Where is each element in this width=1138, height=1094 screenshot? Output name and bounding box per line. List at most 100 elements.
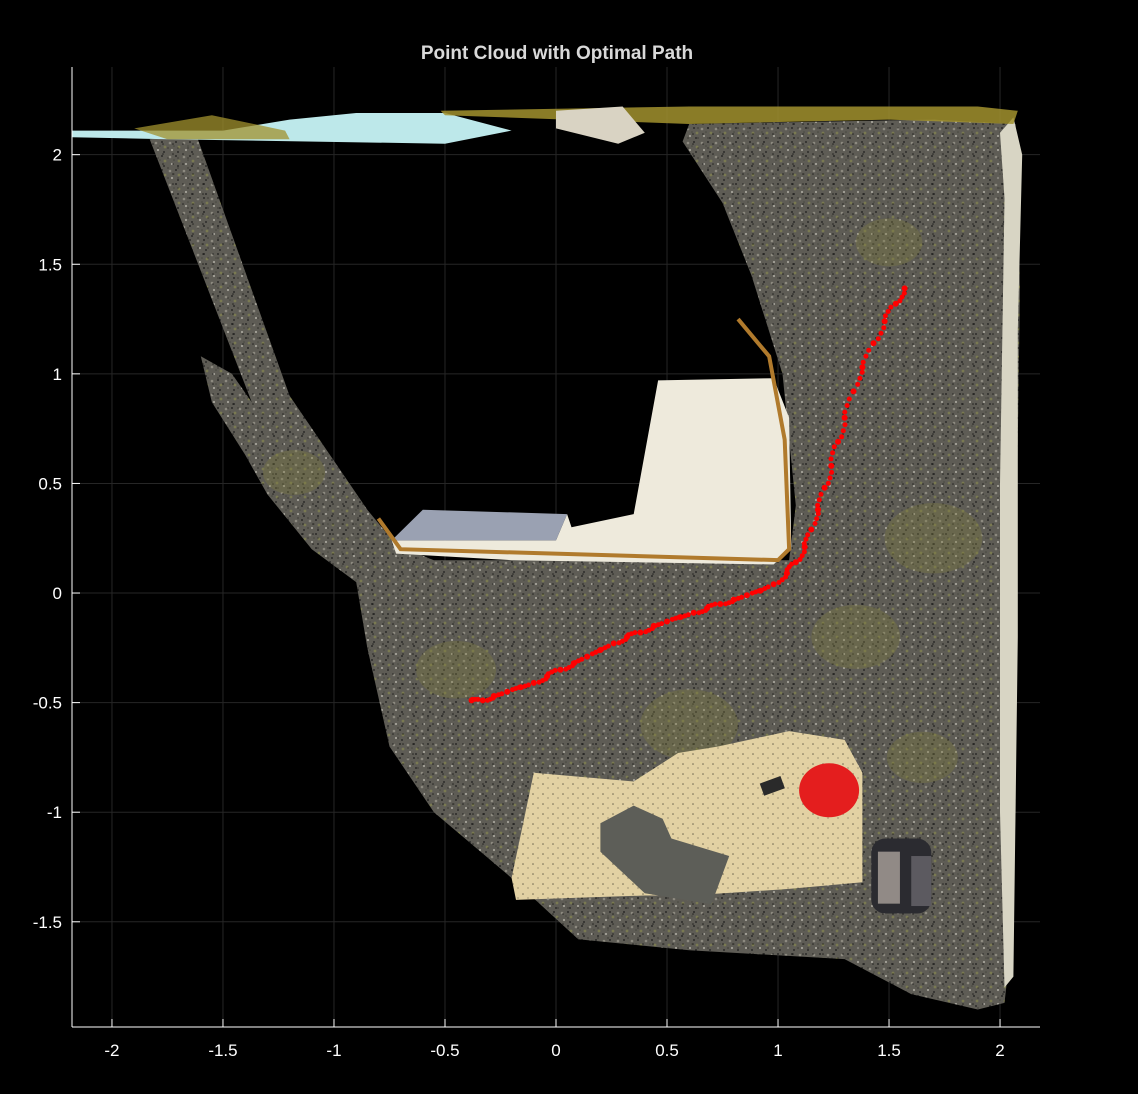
path-point xyxy=(899,294,905,300)
path-point xyxy=(885,309,891,314)
path-point xyxy=(557,666,564,673)
path-point xyxy=(664,618,670,625)
storage-box xyxy=(391,378,792,565)
path-point xyxy=(825,480,831,486)
path-point xyxy=(475,696,481,702)
path-point xyxy=(901,290,907,296)
x-axis-ticks: -2 -1.5 -1 -0.5 0 0.5 1 1.5 2 xyxy=(104,1019,1005,1060)
lichen-patch xyxy=(886,731,958,784)
path-point xyxy=(827,475,833,481)
path-point xyxy=(818,491,824,497)
x-tick-label: -1.5 xyxy=(208,1041,237,1060)
top-edge-left xyxy=(134,115,290,140)
path-point xyxy=(881,318,888,325)
top-edge-object xyxy=(556,106,645,144)
path-point xyxy=(814,516,820,522)
path-point xyxy=(632,630,638,636)
path-point xyxy=(739,594,745,600)
path-point xyxy=(801,541,807,547)
x-tick-label: 0 xyxy=(551,1041,560,1060)
path-point xyxy=(881,325,887,331)
y-tick-label: 0.5 xyxy=(38,474,62,493)
path-point xyxy=(842,422,848,428)
path-point xyxy=(859,364,866,371)
y-tick-label: -0.5 xyxy=(33,694,62,713)
floor-sign xyxy=(600,805,730,905)
path-point xyxy=(844,403,850,408)
path-point xyxy=(878,330,884,336)
path-point xyxy=(637,629,644,636)
x-tick-label: -2 xyxy=(104,1041,119,1060)
path-point xyxy=(792,559,799,566)
path-point xyxy=(831,444,837,450)
path-point xyxy=(875,336,881,342)
path-point xyxy=(882,313,888,319)
path-point xyxy=(888,304,894,310)
path-point xyxy=(743,592,750,599)
lichen-patch xyxy=(640,689,739,760)
path-point xyxy=(805,532,811,538)
path-point xyxy=(808,526,815,533)
path-point xyxy=(610,640,617,647)
optimal-path-series xyxy=(468,285,908,704)
path-point xyxy=(789,561,795,567)
path-point xyxy=(579,656,585,662)
path-point xyxy=(866,347,872,353)
path-point xyxy=(841,414,848,421)
x-tick-label: 1.5 xyxy=(877,1041,901,1060)
path-point xyxy=(870,340,877,347)
y-axis-ticks: -1.5 -1 -0.5 0 0.5 1 1.5 2 xyxy=(33,146,80,932)
path-point xyxy=(840,428,846,434)
path-point xyxy=(712,601,718,607)
path-point xyxy=(530,679,537,686)
path-point xyxy=(803,536,809,542)
path-point xyxy=(504,688,511,695)
path-point xyxy=(770,581,777,588)
helmet xyxy=(799,763,860,818)
y-tick-label: 2 xyxy=(53,146,62,165)
path-point xyxy=(797,557,803,562)
x-tick-label: 0.5 xyxy=(655,1041,679,1060)
cinder-block-face xyxy=(911,856,932,907)
path-point xyxy=(799,553,805,559)
path-point xyxy=(815,506,821,513)
lichen-patch xyxy=(855,218,923,267)
y-tick-label: 0 xyxy=(53,584,62,603)
path-point xyxy=(659,621,665,627)
path-point xyxy=(812,521,818,526)
path-point xyxy=(859,369,865,375)
path-point xyxy=(855,381,861,387)
path-point xyxy=(897,298,903,304)
path-point xyxy=(801,549,807,555)
path-point xyxy=(892,300,899,307)
lichen-patch xyxy=(811,604,901,669)
path-point xyxy=(857,375,863,381)
small-device xyxy=(759,776,785,796)
path-point xyxy=(779,577,785,583)
path-point xyxy=(816,497,822,503)
water-band xyxy=(72,113,512,144)
chart-title: Point Cloud with Optimal Path xyxy=(421,43,693,64)
x-tick-label: -0.5 xyxy=(430,1041,459,1060)
path-point xyxy=(842,409,848,415)
path-point xyxy=(835,438,841,445)
path-point xyxy=(584,653,591,660)
path-point xyxy=(499,691,505,697)
path-point xyxy=(839,434,845,440)
path-point xyxy=(765,584,771,590)
lichen-patch xyxy=(262,450,326,495)
path-point xyxy=(828,462,835,469)
path-point xyxy=(479,697,486,704)
x-tick-label: -1 xyxy=(326,1041,341,1060)
path-point xyxy=(863,353,869,359)
path-point xyxy=(815,502,821,508)
path-point xyxy=(821,484,828,491)
right-wall xyxy=(1000,117,1023,988)
path-point xyxy=(783,570,790,577)
box-lid-shadow xyxy=(391,509,568,541)
path-point xyxy=(828,456,834,462)
x-tick-label: 2 xyxy=(995,1041,1004,1060)
path-point xyxy=(552,667,558,673)
path-point xyxy=(605,643,611,649)
